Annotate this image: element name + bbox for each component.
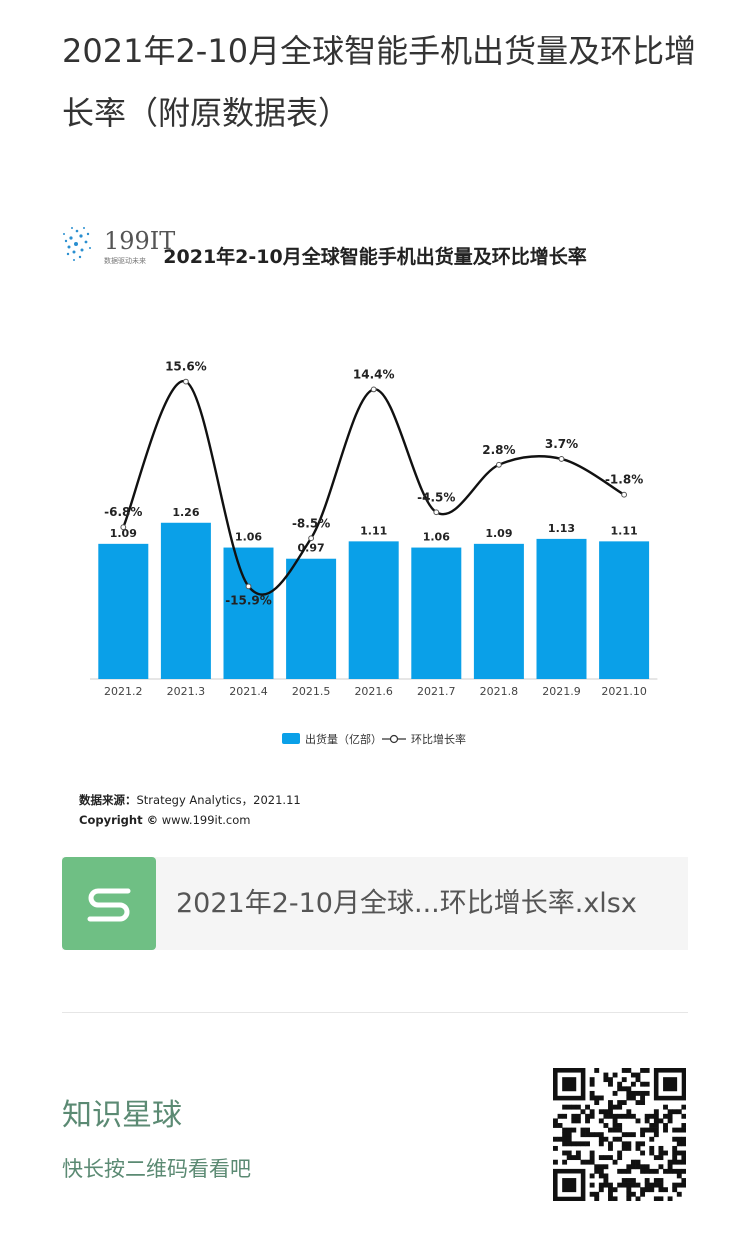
x-tick-label: 2021.5 bbox=[292, 685, 331, 698]
footer-subtitle: 快长按二维码看看吧 bbox=[62, 1157, 251, 1181]
qr-code[interactable] bbox=[553, 1068, 686, 1201]
legend-line-label: 环比增长率 bbox=[411, 732, 466, 746]
bar-value-label: 1.09 bbox=[485, 527, 512, 540]
bar-value-label: 1.06 bbox=[235, 531, 262, 544]
growth-rate-point bbox=[120, 524, 127, 531]
chart-svg: 2021年2-10月全球智能手机出货量及环比增长率 1.09 2021.2 1.26 2… bbox=[90, 245, 658, 746]
growth-rate-point bbox=[183, 378, 189, 385]
post-title: 2021年2-10月全球智能手机出货量及环比增长率（附原数据表） bbox=[62, 32, 697, 132]
legend-bar-label: 出货量（亿部） bbox=[305, 732, 382, 746]
bar-value-label: 1.13 bbox=[548, 522, 575, 535]
brand-name: 199IT bbox=[104, 227, 175, 255]
bar bbox=[98, 543, 149, 679]
growth-rate-point bbox=[245, 583, 252, 590]
x-tick-label: 2021.9 bbox=[542, 685, 581, 698]
growth-rate-label: 15.6% bbox=[165, 360, 207, 374]
footer-title: 知识星球 bbox=[62, 1098, 182, 1133]
growth-rate-point bbox=[308, 535, 315, 542]
growth-rate-label: 2.8% bbox=[482, 443, 515, 457]
x-tick-label: 2021.4 bbox=[229, 685, 268, 698]
source-text: Strategy Analytics，2021.11 bbox=[136, 793, 301, 807]
source-block: 数据来源：Strategy Analytics，2021.11 Copyrigh… bbox=[79, 790, 301, 830]
brand-tagline: 数据驱动未来 bbox=[104, 256, 146, 265]
growth-rate-label: -8.5% bbox=[292, 516, 330, 530]
bar-value-label: 1.26 bbox=[172, 506, 199, 519]
spreadsheet-s-icon bbox=[62, 857, 156, 950]
x-tick-label: 2021.10 bbox=[601, 685, 647, 698]
attachment-card[interactable]: 2021年2-10月全球...环比增长率.xlsx bbox=[62, 857, 688, 950]
bar-value-label: 1.11 bbox=[360, 524, 387, 537]
bar bbox=[160, 522, 211, 679]
growth-rate-label: -1.8% bbox=[605, 473, 643, 487]
x-tick-label: 2021.2 bbox=[104, 685, 142, 698]
bar bbox=[286, 558, 337, 679]
legend-bar-swatch bbox=[282, 733, 300, 744]
dandelion-icon bbox=[63, 227, 91, 261]
bar-value-label: 1.06 bbox=[423, 531, 450, 544]
attachment-file-name[interactable]: 2021年2-10月全球...环比增长率.xlsx bbox=[176, 888, 637, 919]
legend-line-marker bbox=[389, 734, 399, 744]
growth-rate-point bbox=[496, 461, 502, 468]
bar bbox=[473, 543, 524, 679]
x-tick-label: 2021.7 bbox=[417, 685, 456, 698]
growth-rate-label: -15.9% bbox=[225, 593, 272, 607]
growth-rate-point bbox=[433, 509, 440, 516]
growth-rate-point bbox=[558, 456, 565, 462]
x-tick-label: 2021.8 bbox=[480, 685, 519, 698]
divider bbox=[62, 1012, 688, 1013]
bar bbox=[223, 547, 274, 679]
brand-logo: 199IT 数据驱动未来 bbox=[63, 227, 175, 265]
bar bbox=[599, 541, 650, 679]
growth-rate-line bbox=[122, 380, 625, 596]
growth-rate-point bbox=[621, 491, 627, 498]
bar bbox=[411, 547, 462, 679]
copyright-label: Copyright © bbox=[79, 813, 159, 827]
x-tick-label: 2021.6 bbox=[354, 685, 393, 698]
chart-title: 2021年2-10月全球智能手机出货量及环比增长率 bbox=[163, 245, 586, 268]
bar bbox=[536, 538, 587, 679]
growth-rate-label: -4.5% bbox=[417, 490, 455, 504]
bar-value-label: 1.09 bbox=[110, 527, 137, 540]
growth-rate-label: 14.4% bbox=[353, 367, 395, 381]
growth-rate-label: 3.7% bbox=[545, 437, 578, 451]
growth-rate-point bbox=[370, 386, 377, 393]
chart-card: 2021年2-10月全球智能手机出货量及环比增长率 1.09 2021.2 1.26 2… bbox=[62, 220, 688, 840]
bar bbox=[348, 541, 399, 679]
bar-value-label: 1.11 bbox=[611, 524, 638, 537]
growth-rate-label: -6.8% bbox=[104, 505, 142, 519]
copyright-text: www.199it.com bbox=[161, 813, 251, 827]
source-label: 数据来源： bbox=[79, 793, 137, 807]
bar-value-label: 0.97 bbox=[298, 542, 325, 555]
x-tick-label: 2021.3 bbox=[167, 685, 206, 698]
